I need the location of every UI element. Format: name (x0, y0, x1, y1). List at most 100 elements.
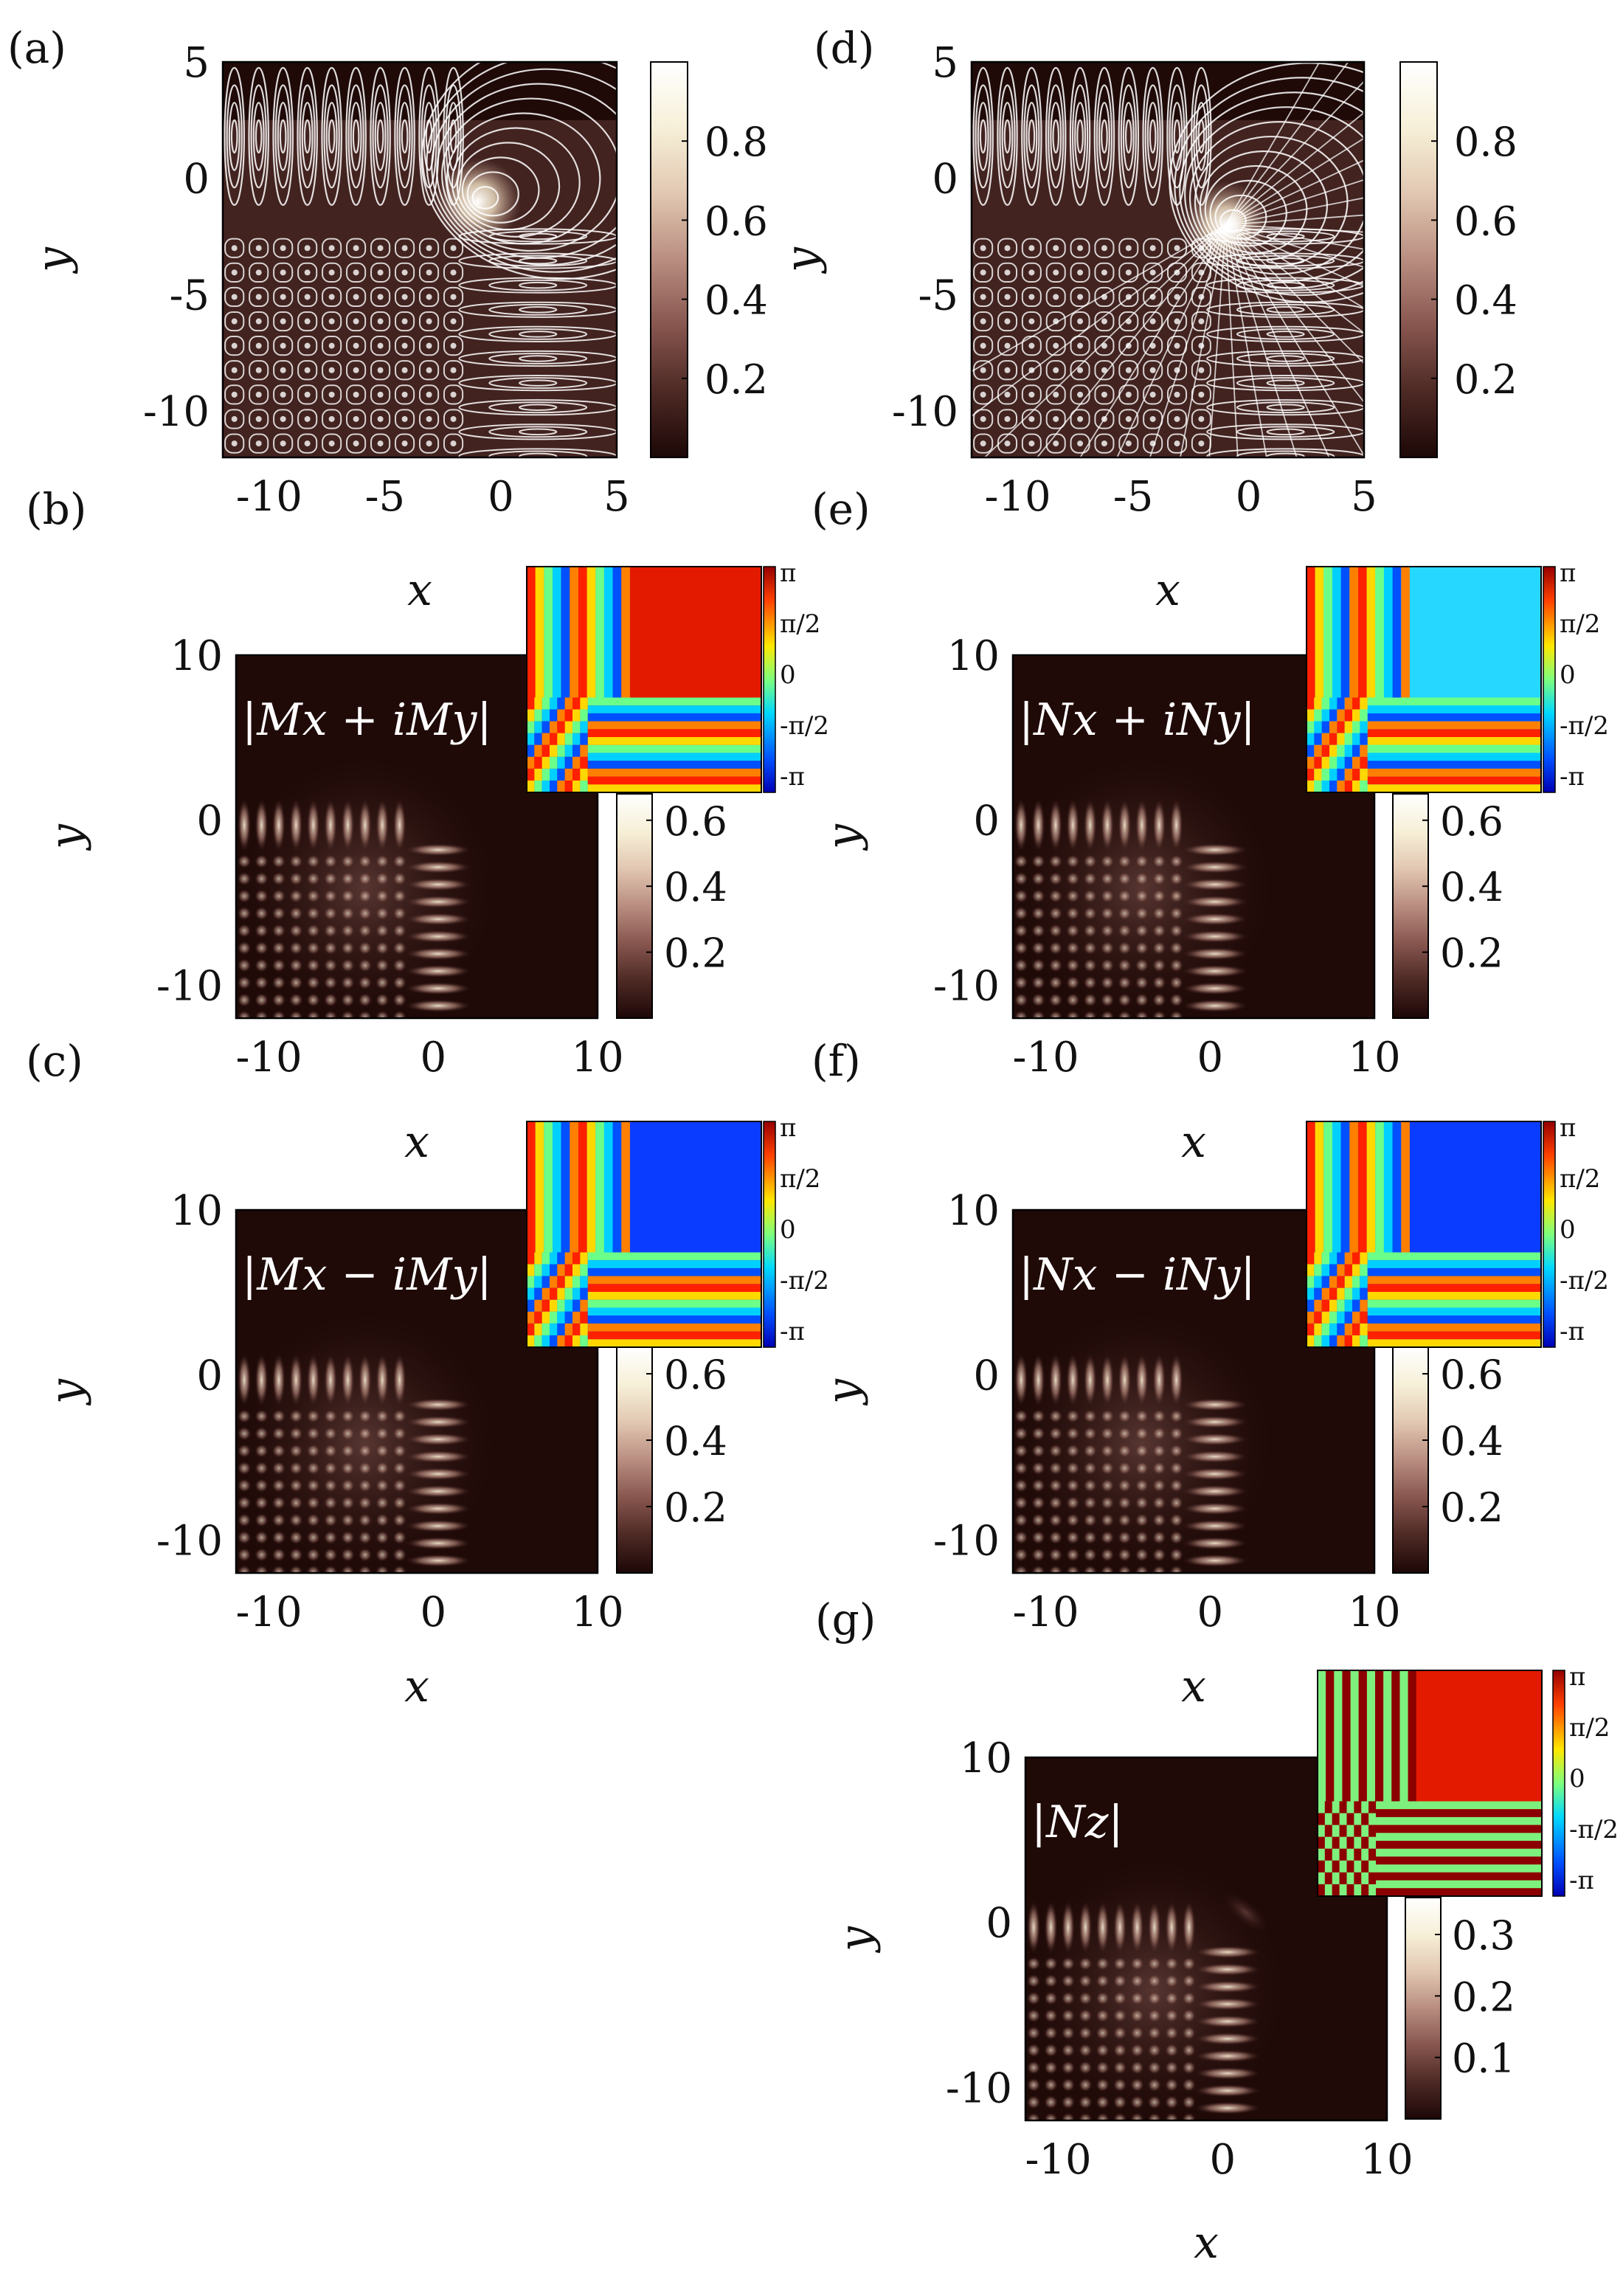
lobe (1048, 1565, 1063, 1573)
phase-stripe (1376, 1841, 1542, 1849)
lobe (1061, 2078, 1076, 2092)
streamline (224, 336, 245, 356)
streamline (401, 269, 408, 276)
lobe (323, 1444, 338, 1458)
x-tick-label: -5 (365, 473, 406, 521)
phase-stripe (1375, 1670, 1384, 1802)
lobe (1100, 906, 1115, 921)
phase-checker (541, 721, 550, 733)
y-tick-label: -5 (169, 272, 210, 319)
phase-checker (572, 733, 581, 745)
lobe (1083, 906, 1098, 921)
phase-checker (1352, 1299, 1360, 1312)
lobe (1118, 958, 1132, 972)
lobe (1152, 1444, 1166, 1458)
lobe (306, 1010, 321, 1018)
streamline (1118, 286, 1139, 308)
y-axis-label: y (776, 246, 828, 274)
lobe (1130, 2026, 1144, 2040)
lobe (1147, 2026, 1162, 2040)
lobe (1096, 1957, 1110, 1971)
phase-checker (1344, 780, 1353, 792)
lobe (323, 941, 338, 955)
lobe (271, 924, 286, 938)
streamline (997, 262, 1018, 283)
streamline (980, 342, 986, 349)
lobe (1083, 1513, 1098, 1527)
streamline (370, 286, 391, 308)
phase-stripe (1323, 1121, 1332, 1253)
streamline (231, 440, 238, 447)
streamline (1053, 391, 1059, 398)
lobe (1112, 2112, 1127, 2120)
streamline (1004, 294, 1011, 300)
streamline (421, 62, 617, 280)
phase-stripe (1375, 567, 1384, 698)
streamline (353, 391, 359, 398)
streamline (280, 342, 286, 349)
lobe (1118, 1409, 1132, 1423)
phase-checker (564, 768, 573, 781)
streamline (488, 353, 588, 364)
lobe (1031, 975, 1045, 990)
phase-tick-label: -π (780, 1317, 805, 1346)
lobe (237, 975, 252, 990)
phase-colorbar (1543, 566, 1556, 793)
streamline (973, 238, 994, 258)
streamline (443, 433, 464, 454)
phase-checker (1339, 1884, 1347, 1896)
streamline (1225, 224, 1364, 309)
phase-checker (1352, 1323, 1360, 1335)
streamline (353, 245, 359, 252)
phase-checker (557, 768, 565, 781)
streamline (249, 384, 269, 405)
lobe (288, 1479, 303, 1493)
streamline (1143, 433, 1163, 454)
streamline (231, 415, 238, 422)
streamline (255, 245, 262, 252)
streamline (304, 391, 311, 398)
phase-checker (1318, 1825, 1325, 1837)
lobe (306, 1426, 321, 1441)
y-tick-label: 0 (932, 156, 958, 204)
phase-checker (1318, 1860, 1325, 1873)
streamline (1094, 409, 1115, 429)
streamline (273, 384, 294, 405)
phase-checker (1318, 1813, 1325, 1825)
lobe (1014, 1426, 1028, 1441)
lobe (1014, 1479, 1028, 1493)
streamline (395, 336, 415, 356)
streamline (395, 409, 415, 429)
lobe (1014, 1530, 1028, 1545)
phase-stripe (1367, 729, 1541, 738)
colorbar-tick-label: 0.6 (1440, 798, 1503, 845)
lobe (1130, 1991, 1144, 2005)
lobe (255, 1513, 269, 1527)
inset-frame (1306, 566, 1542, 793)
phase-checker (1324, 1836, 1332, 1849)
phase-checker (527, 721, 535, 733)
x-tick-label: -10 (984, 473, 1051, 521)
phase-checker (534, 756, 542, 769)
lobe (1065, 1548, 1080, 1562)
streamline (458, 252, 617, 269)
lobe (324, 798, 337, 852)
phase-stripe (1340, 567, 1350, 698)
phase-stripe (595, 1121, 604, 1253)
phase-checker (1346, 1884, 1354, 1896)
lobe (288, 1530, 303, 1545)
streamline (1048, 84, 1065, 189)
streamline (224, 360, 245, 381)
lobe (237, 1426, 252, 1441)
plot-area: |Nx − iNy| (1013, 1249, 1279, 1573)
streamline (255, 440, 262, 447)
y-tick-label: -10 (933, 1517, 1000, 1565)
lobe (1065, 941, 1080, 955)
lobe (1100, 871, 1115, 886)
streamline (1028, 415, 1035, 422)
x-tick-label: 0 (1236, 473, 1262, 521)
phase-checker (1352, 756, 1360, 769)
phase-checker (541, 1299, 550, 1312)
phase-checker (1307, 744, 1315, 757)
